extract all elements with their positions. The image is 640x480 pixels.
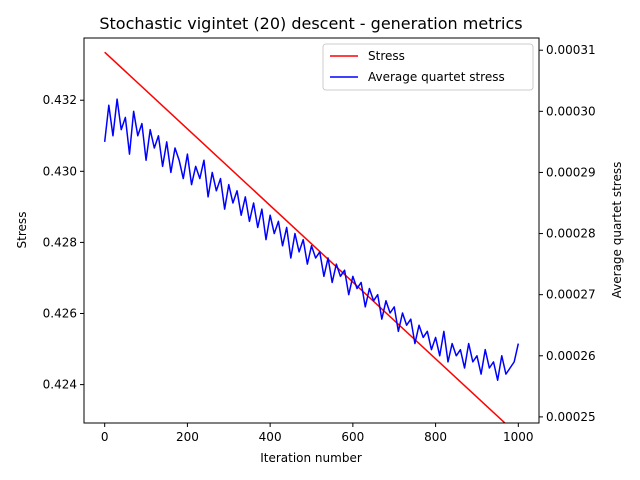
y-left-tick-label: 0.424 bbox=[43, 378, 77, 392]
y-axis-right-label: Average quartet stress bbox=[610, 162, 624, 299]
y-left-tick-label: 0.432 bbox=[43, 93, 77, 107]
y-right-tick-label: 0.00031 bbox=[546, 43, 596, 57]
x-tick-label: 800 bbox=[424, 430, 447, 444]
x-axis-label: Iteration number bbox=[260, 451, 362, 465]
legend-label-average-quartet-stress: Average quartet stress bbox=[368, 70, 505, 84]
y-axis-right: 0.00025 0.00026 0.00027 0.00028 0.00029 0.000… bbox=[539, 43, 596, 424]
legend-box bbox=[322, 43, 534, 91]
x-axis: 0 200 400 600 800 1000 bbox=[101, 423, 534, 444]
x-tick-label: 0 bbox=[101, 430, 109, 444]
legend-label-stress: Stress bbox=[368, 49, 405, 63]
y-left-tick-label: 0.426 bbox=[43, 307, 77, 321]
x-tick-label: 600 bbox=[341, 430, 364, 444]
y-right-tick-label: 0.00029 bbox=[546, 165, 596, 179]
plot-frame bbox=[83, 37, 540, 424]
y-right-tick-label: 0.00025 bbox=[546, 410, 596, 424]
y-right-tick-label: 0.00026 bbox=[546, 349, 596, 363]
series-layer bbox=[103, 51, 520, 423]
x-tick-label: 1000 bbox=[503, 430, 534, 444]
y-right-tick-label: 0.00030 bbox=[546, 104, 596, 118]
chart-title: Stochastic vigintet (20) descent - gener… bbox=[99, 14, 522, 33]
x-tick-label: 200 bbox=[176, 430, 199, 444]
plot-area bbox=[103, 51, 520, 423]
series-line-average-quartet-stress bbox=[103, 98, 520, 381]
y-axis-left: 0.424 0.426 0.428 0.430 0.432 bbox=[43, 93, 84, 392]
series-line-stress bbox=[104, 51, 506, 423]
y-axis-left-label: Stress bbox=[15, 212, 29, 249]
y-right-tick-label: 0.00028 bbox=[546, 227, 596, 241]
x-tick-label: 400 bbox=[259, 430, 282, 444]
y-left-tick-label: 0.430 bbox=[43, 164, 77, 178]
y-left-tick-label: 0.428 bbox=[43, 235, 77, 249]
legend: Stress Average quartet stress bbox=[322, 43, 534, 91]
y-right-tick-label: 0.00027 bbox=[546, 288, 596, 302]
